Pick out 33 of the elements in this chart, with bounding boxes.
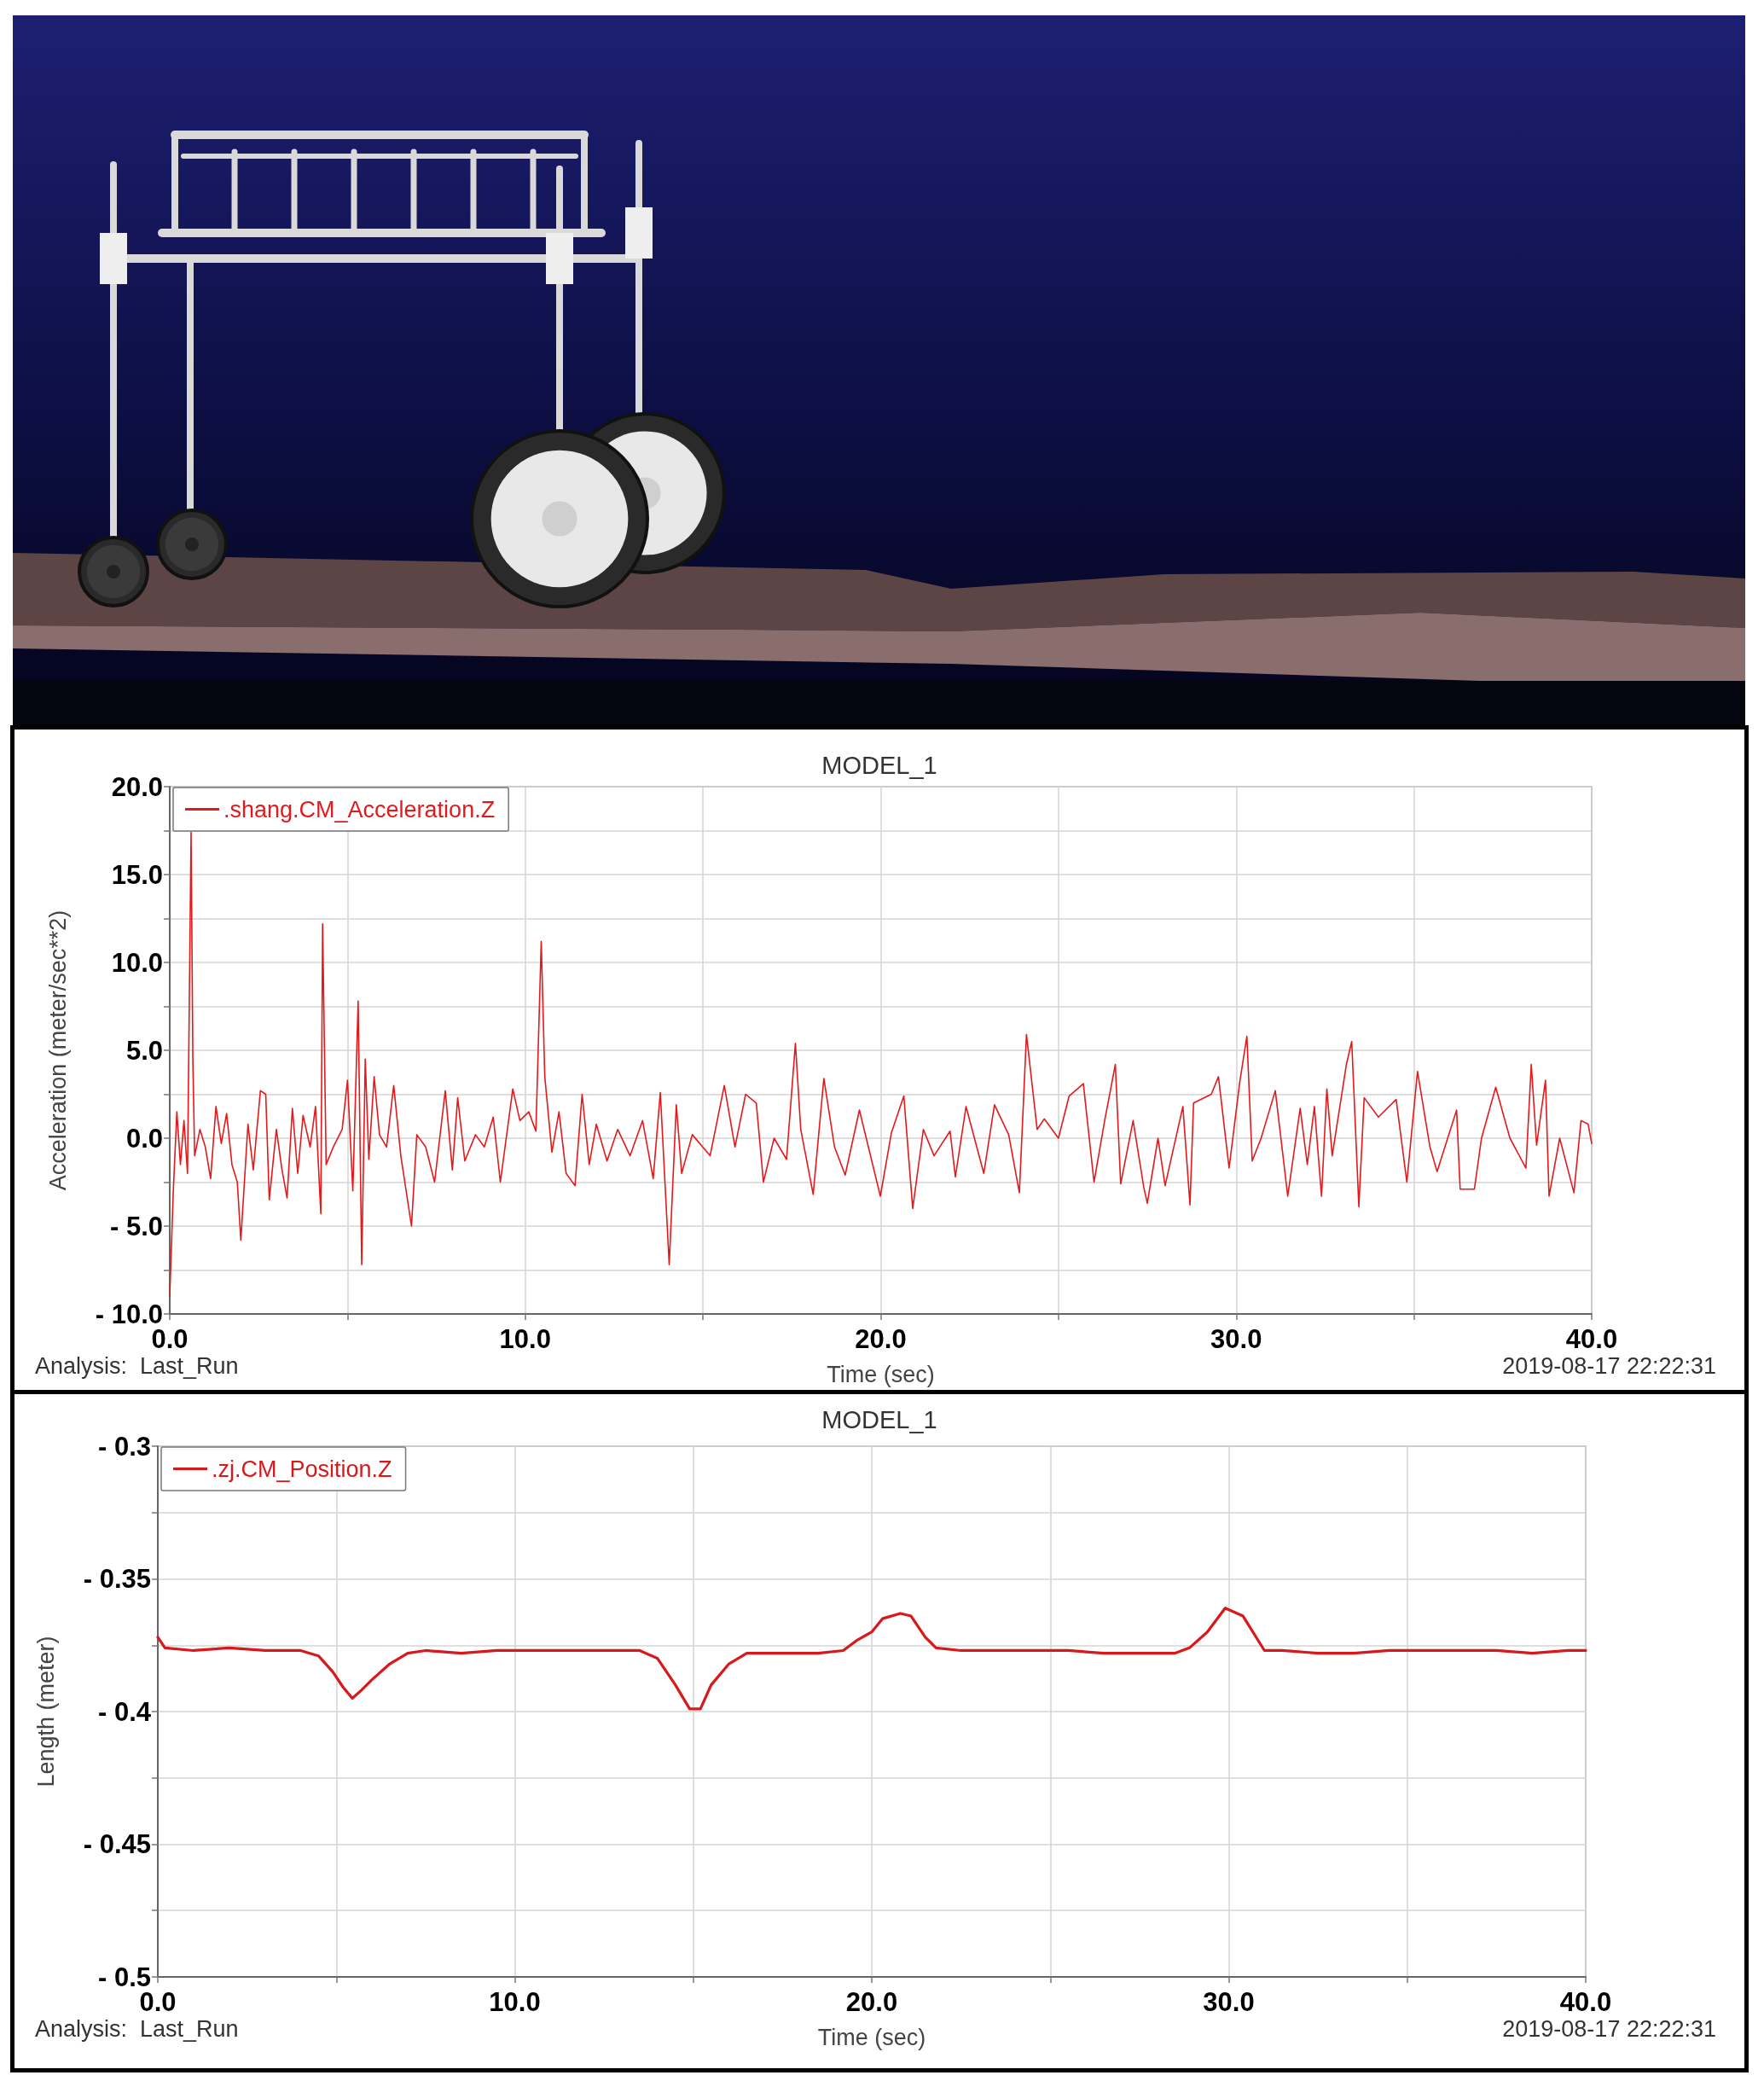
y-tick-label: 10.0: [111, 947, 163, 978]
y-tick-label: - 0.3: [97, 1431, 151, 1462]
legend-label: .shang.CM_Acceleration.Z: [223, 796, 496, 823]
y-tick-label: - 0.5: [97, 1962, 151, 1992]
x-tick-label: 40.0: [1565, 1324, 1618, 1354]
x-axis-title: Time (sec): [827, 1361, 935, 1387]
chart-title: MODEL_1: [821, 1405, 937, 1433]
y-tick-label: 20.0: [111, 771, 163, 802]
text: 2019-08-17 22:22:31: [1502, 1353, 1716, 1379]
y-tick-label: - 0.35: [83, 1564, 151, 1594]
y-tick-label: - 0.45: [83, 1829, 151, 1859]
chart-title: MODEL_1: [821, 751, 937, 779]
x-axis-title: Time (sec): [817, 2024, 926, 2050]
x-tick-label: 30.0: [1210, 1324, 1262, 1354]
y-tick-label: 5.0: [125, 1035, 163, 1066]
line-series: [169, 831, 1593, 1298]
legend-label: .zj.CM_Position.Z: [212, 1456, 392, 1482]
y-axis-title: Acceleration (meter/sec**2): [44, 910, 71, 1191]
text: 2019-08-17 22:22:31: [1502, 2016, 1716, 2042]
y-axis-title: Length (meter): [32, 1636, 59, 1787]
text: Analysis: Last_Run: [35, 2016, 239, 2042]
x-tick-label: 10.0: [499, 1324, 551, 1354]
text: Analysis: Last_Run: [35, 1353, 239, 1379]
x-tick-label: 10.0: [489, 1987, 541, 2017]
x-tick-label: 20.0: [845, 1987, 898, 2017]
y-tick-label: 15.0: [111, 859, 163, 890]
y-tick-label: - 0.4: [97, 1696, 152, 1727]
y-tick-label: 0.0: [125, 1123, 163, 1154]
x-tick-label: 20.0: [855, 1324, 907, 1354]
x-tick-label: 40.0: [1559, 1987, 1612, 2017]
line-series: [156, 1607, 1587, 1711]
y-tick-label: - 5.0: [109, 1211, 163, 1241]
x-tick-label: 30.0: [1203, 1987, 1255, 2017]
